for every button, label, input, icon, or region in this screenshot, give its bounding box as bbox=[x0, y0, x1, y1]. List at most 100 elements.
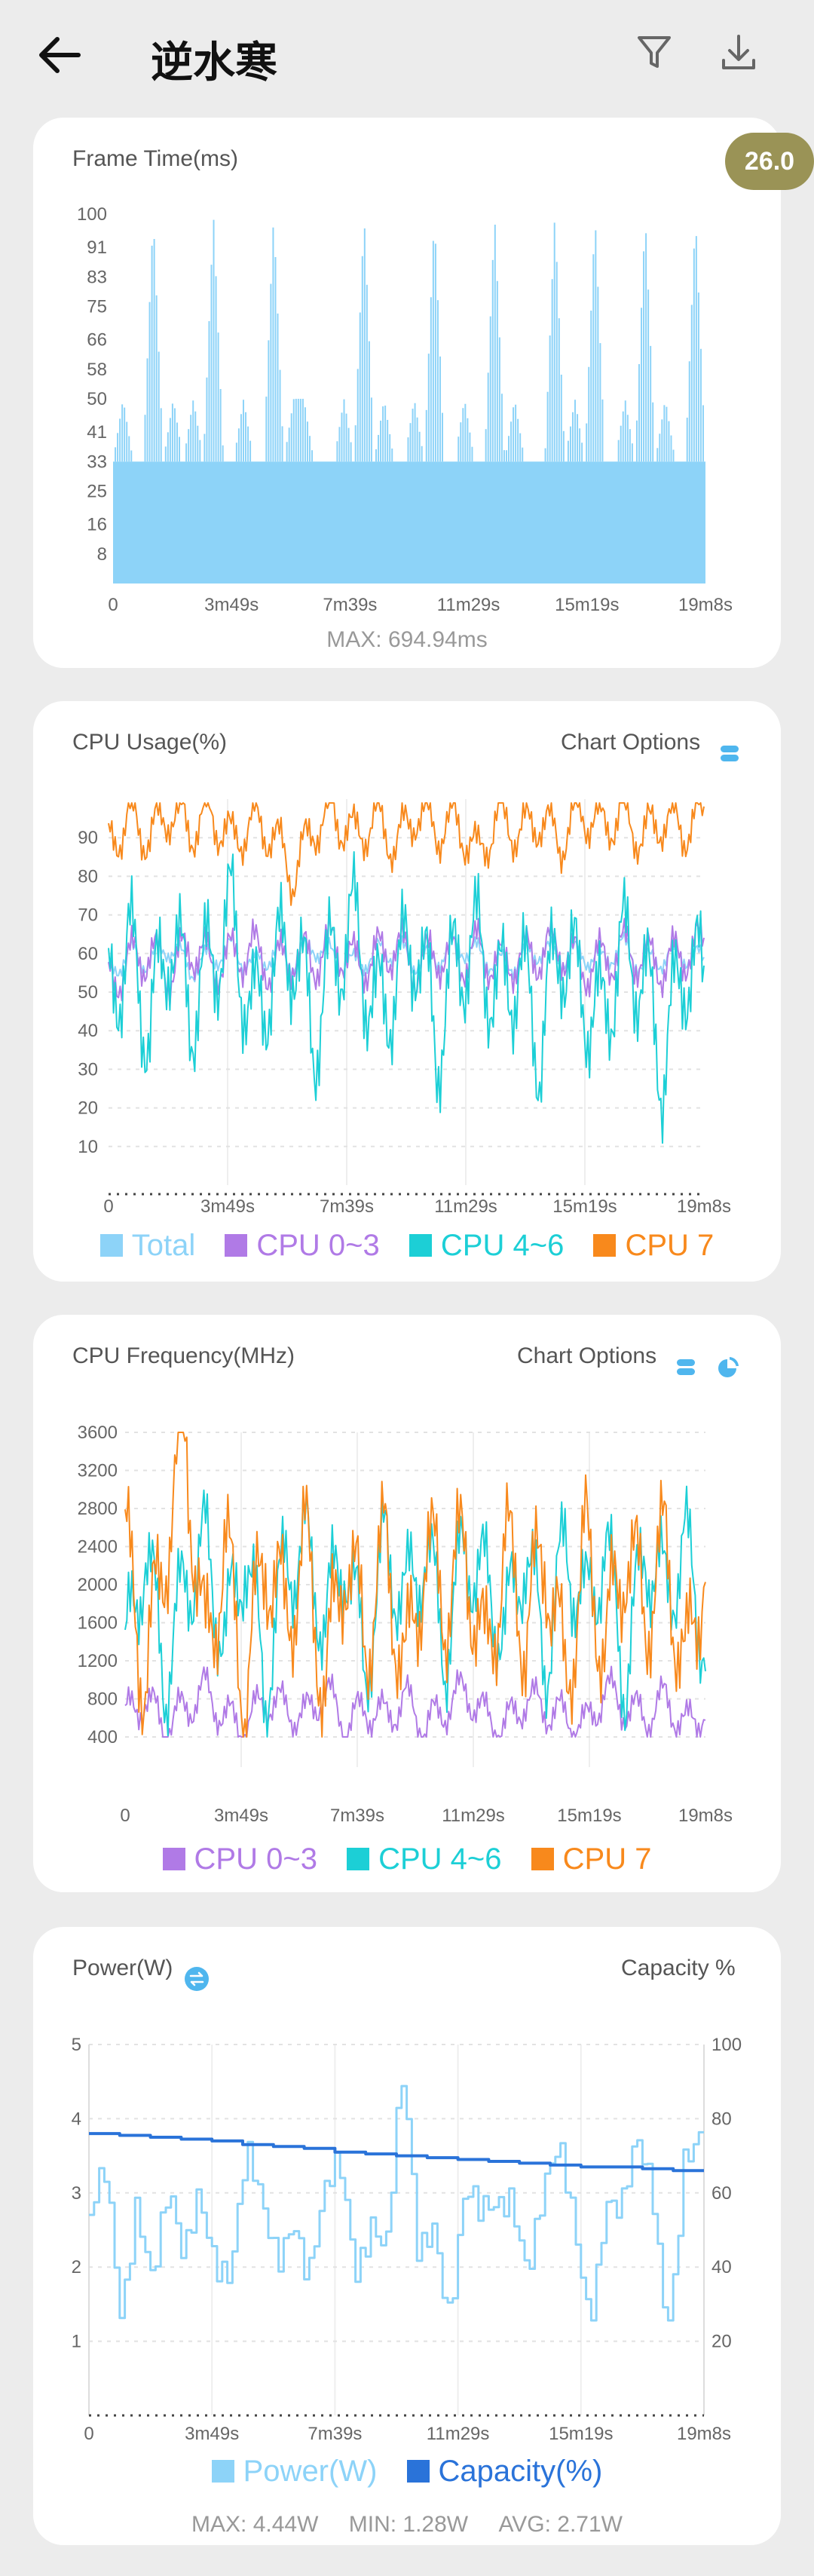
cpu-usage-legend: Total CPU 0~3 CPU 4~6 CPU 7 bbox=[33, 1229, 781, 1263]
y-tick-label: 80 bbox=[78, 866, 98, 887]
capacity-line bbox=[89, 2132, 704, 2173]
power-card: Power(W) Capacity % 1 2 3 4 5 20 40 60 80 100 0 3m4… bbox=[33, 1927, 781, 2545]
x-tick-label: 11m29s bbox=[442, 1806, 505, 1826]
y-tick-label: 1600 bbox=[78, 1613, 118, 1634]
filter-icon[interactable] bbox=[632, 30, 677, 75]
y-tick-label: 41 bbox=[87, 422, 107, 443]
power-max: MAX: 4.44W bbox=[191, 2512, 319, 2537]
layers-icon[interactable] bbox=[719, 743, 740, 764]
x-tick-label: 7m39s bbox=[320, 1196, 374, 1217]
cpu-usage-title: CPU Usage(%) bbox=[72, 730, 228, 755]
x-tick-label: 19m8s bbox=[677, 2424, 731, 2444]
freq-chart-options[interactable]: Chart Options bbox=[517, 1343, 657, 1368]
y-tick-label: 83 bbox=[87, 267, 107, 287]
y-tick-label: 2000 bbox=[78, 1575, 118, 1595]
cpu-frequency-card: CPU Frequency(MHz) Chart Options 400 800 1… bbox=[33, 1315, 781, 1892]
back-arrow-icon[interactable] bbox=[33, 29, 86, 81]
y-tick-label: 800 bbox=[87, 1689, 118, 1710]
x-tick-label: 3m49s bbox=[204, 595, 259, 615]
x-tick-label: 11m29s bbox=[427, 2424, 490, 2444]
x-tick-label: 11m29s bbox=[434, 1196, 497, 1217]
cpu-usage-chart: 10 20 30 40 50 60 70 80 90 0 3m49s 7m39s 11m29s 15m19… bbox=[78, 799, 731, 1217]
legend-cpu4-6[interactable]: CPU 4~6 bbox=[347, 1842, 502, 1876]
power-stats: MAX: 4.44W MIN: 1.28W AVG: 2.71W bbox=[33, 2512, 781, 2538]
y-tick-label: 2800 bbox=[78, 1499, 118, 1519]
y-tick-label: 50 bbox=[78, 982, 98, 1003]
frame-time-title: Frame Time(ms) bbox=[72, 146, 238, 171]
series-line-1 bbox=[124, 1485, 706, 1738]
x-tick-label: 7m39s bbox=[308, 2424, 362, 2444]
series-line-1 bbox=[108, 912, 705, 1007]
y-tick-label: 1200 bbox=[78, 1651, 118, 1671]
y-tick-label: 66 bbox=[87, 330, 107, 351]
layers-icon[interactable] bbox=[675, 1357, 696, 1378]
pie-chart-icon[interactable] bbox=[716, 1355, 740, 1380]
y-tick-label: 33 bbox=[87, 452, 107, 472]
frame-time-area bbox=[113, 461, 705, 584]
x-tick-label: 0 bbox=[103, 1196, 113, 1217]
series-line-3 bbox=[108, 802, 705, 906]
y-tick-label: 91 bbox=[87, 237, 107, 258]
power-title: Power(W) bbox=[72, 1956, 173, 1980]
frame-time-chart: 8 16 25 33 41 50 58 66 75 83 91 100 0 3m49s 7m39s 11m29… bbox=[77, 204, 733, 615]
y-tick-label-right: 80 bbox=[711, 2109, 732, 2129]
cpu-frequency-legend: CPU 0~3 CPU 4~6 CPU 7 bbox=[33, 1842, 781, 1876]
y-tick-label: 75 bbox=[87, 297, 107, 317]
y-tick-label: 16 bbox=[87, 515, 107, 535]
x-tick-label: 15m19s bbox=[552, 1196, 617, 1217]
power-legend: Power(W) Capacity(%) bbox=[33, 2455, 781, 2489]
series-line-0 bbox=[124, 1665, 706, 1738]
x-tick-label: 19m8s bbox=[677, 1196, 731, 1217]
swap-icon[interactable] bbox=[184, 1966, 210, 1992]
x-tick-label: 7m39s bbox=[330, 1806, 384, 1826]
legend-total[interactable]: Total bbox=[99, 1229, 195, 1263]
legend-cpu7[interactable]: CPU 7 bbox=[593, 1229, 714, 1263]
legend-cpu7[interactable]: CPU 7 bbox=[531, 1842, 651, 1876]
x-tick-label: 3m49s bbox=[200, 1196, 255, 1217]
fps-badge: 26.0 bbox=[725, 133, 814, 190]
y-tick-label: 3600 bbox=[78, 1423, 118, 1443]
y-tick-label-left: 5 bbox=[72, 2035, 81, 2055]
power-avg: AVG: 2.71W bbox=[498, 2512, 623, 2537]
x-tick-label: 0 bbox=[84, 2424, 93, 2444]
y-tick-label: 2400 bbox=[78, 1537, 118, 1558]
series-line-2 bbox=[108, 851, 705, 1144]
y-tick-label: 90 bbox=[78, 828, 98, 848]
download-icon[interactable] bbox=[716, 30, 761, 75]
y-tick-label: 3200 bbox=[78, 1461, 118, 1481]
y-tick-label: 70 bbox=[78, 905, 98, 926]
x-tick-label: 19m8s bbox=[678, 1806, 733, 1826]
cpu-frequency-chart: 400 800 1200 1600 2000 2400 2800 3200 3600 0 3m49s… bbox=[78, 1423, 733, 1826]
y-tick-label-right: 40 bbox=[711, 2257, 732, 2277]
app-header: 逆水寒 bbox=[0, 0, 814, 113]
y-tick-label: 25 bbox=[87, 482, 107, 502]
y-tick-label-left: 1 bbox=[72, 2332, 81, 2352]
y-tick-label: 50 bbox=[87, 389, 107, 409]
x-tick-label: 0 bbox=[120, 1806, 130, 1826]
y-tick-label: 20 bbox=[78, 1098, 98, 1119]
y-tick-label-left: 2 bbox=[72, 2257, 81, 2277]
legend-power[interactable]: Power(W) bbox=[211, 2455, 377, 2489]
capacity-axis-label: Capacity % bbox=[621, 1956, 736, 1980]
x-tick-label: 15m19s bbox=[557, 1806, 621, 1826]
cpu-usage-card: CPU Usage(%) Chart Options 10 20 30 40 50 60 7… bbox=[33, 701, 781, 1282]
x-tick-label: 15m19s bbox=[555, 595, 619, 615]
legend-cpu0-3[interactable]: CPU 0~3 bbox=[162, 1842, 317, 1876]
y-tick-label: 30 bbox=[78, 1059, 98, 1080]
y-tick-label: 58 bbox=[87, 360, 107, 380]
legend-cpu4-6[interactable]: CPU 4~6 bbox=[409, 1229, 564, 1263]
legend-cpu0-3[interactable]: CPU 0~3 bbox=[225, 1229, 380, 1263]
x-tick-label: 3m49s bbox=[185, 2424, 239, 2444]
y-tick-label-right: 100 bbox=[711, 2035, 742, 2055]
legend-capacity[interactable]: Capacity(%) bbox=[406, 2455, 602, 2489]
x-tick-label: 7m39s bbox=[323, 595, 377, 615]
x-tick-label: 3m49s bbox=[214, 1806, 268, 1826]
y-tick-label-right: 60 bbox=[711, 2183, 732, 2204]
x-tick-label: 0 bbox=[108, 595, 118, 615]
y-tick-label: 100 bbox=[77, 204, 107, 225]
x-tick-label: 19m8s bbox=[678, 595, 733, 615]
y-tick-label-left: 3 bbox=[72, 2183, 81, 2204]
page-title: 逆水寒 bbox=[151, 38, 277, 87]
cpu-frequency-title: CPU Frequency(MHz) bbox=[72, 1343, 295, 1368]
usage-chart-options[interactable]: Chart Options bbox=[561, 730, 701, 755]
